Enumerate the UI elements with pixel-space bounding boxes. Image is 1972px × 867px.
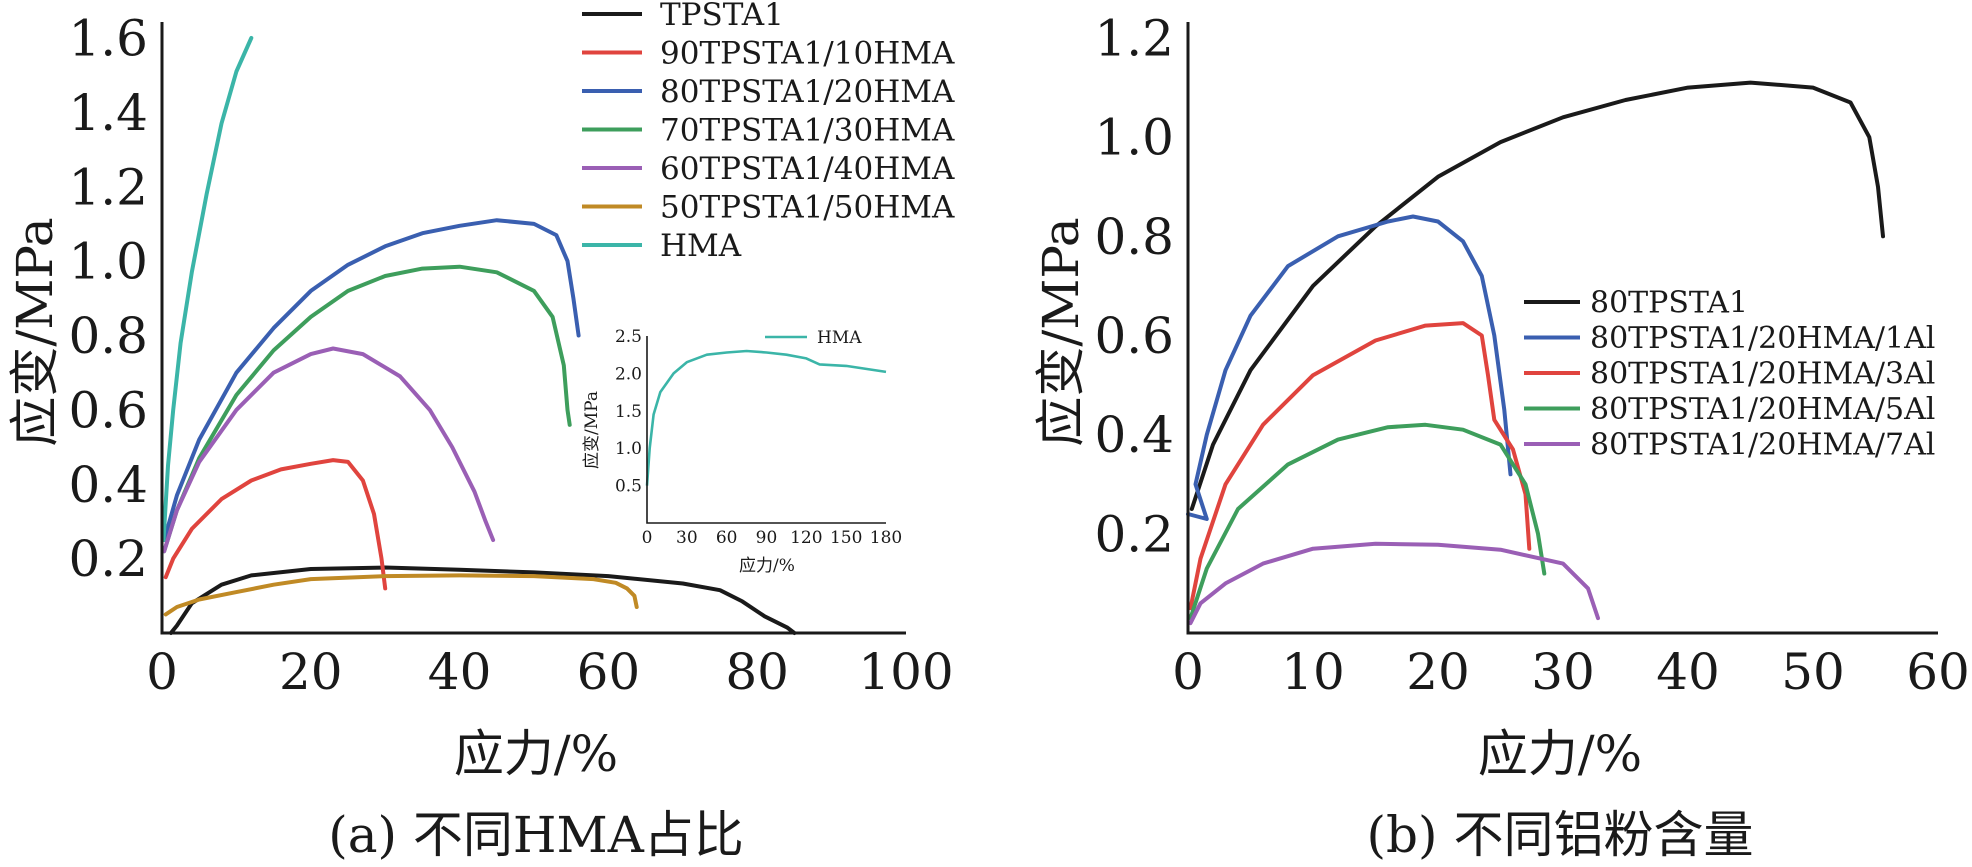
chart-a-legend-label-60tpsta1-40hma: 60TPSTA1/40HMA — [660, 151, 955, 187]
chart-a-legend-label-tpsta1: TPSTA1 — [660, 0, 784, 33]
chart-b-y-tick-1-2: 1.2 — [1094, 10, 1174, 68]
chart-b-legend-label-80tpsta1-20hma-7al: 80TPSTA1/20HMA/7Al — [1590, 428, 1935, 463]
inset-y-tick-labels: 0.5 1.0 1.5 2.0 2.5 — [615, 327, 642, 497]
chart-a-series-layer — [161, 36, 797, 635]
inset-x-axis-label: 应力/% — [739, 556, 795, 576]
chart-a-x-tick-40: 40 — [428, 643, 492, 701]
chart-a-legend-label-50tpsta1-50hma: 50TPSTA1/50HMA — [660, 189, 955, 225]
chart-b-x-tick-10: 10 — [1281, 643, 1345, 701]
chart-b-x-tick-30: 30 — [1531, 643, 1595, 701]
chart-b-legend-label-80tpsta1-20hma-1al: 80TPSTA1/20HMA/1Al — [1590, 321, 1935, 356]
chart-b-axes — [1186, 22, 1938, 635]
chart-b-series-layer — [1186, 80, 1885, 626]
chart-a: 0.2 0.4 0.6 0.8 1.0 1.2 1.4 1.6 0 20 40 60 80 100 应力… — [6, 0, 955, 783]
chart-a-y-tick-0-4: 0.4 — [68, 456, 148, 514]
chart-b-x-axis-label: 应力/% — [1478, 725, 1642, 783]
chart-a-x-tick-20: 20 — [279, 643, 343, 701]
inset-x-tick-150: 150 — [830, 528, 862, 548]
chart-a-legend-label-90tpsta1-10hma: 90TPSTA1/10HMA — [660, 35, 955, 71]
chart-a-y-tick-1-6: 1.6 — [68, 10, 148, 68]
inset-y-tick-1-0: 1.0 — [615, 439, 642, 459]
chart-a-axes — [160, 22, 906, 635]
chart-a-series-90tpsta1-10hma — [163, 458, 388, 591]
inset-x-tick-30: 30 — [676, 528, 698, 548]
chart-b-y-tick-0-4: 0.4 — [1094, 406, 1174, 464]
caption-b: (b) 不同铝粉含量 — [1367, 806, 1754, 864]
chart-a-legend: TPSTA190TPSTA1/10HMA80TPSTA1/20HMA70TPST… — [582, 0, 955, 264]
inset-series-hma — [645, 349, 887, 486]
chart-a-y-tick-labels: 0.2 0.4 0.6 0.8 1.0 1.2 1.4 1.6 — [68, 10, 148, 589]
inset-x-tick-0: 0 — [642, 528, 653, 548]
chart-a-series-80tpsta1-20hma — [162, 218, 581, 542]
chart-a-x-tick-60: 60 — [577, 643, 641, 701]
chart-b-y-tick-labels: 0.2 0.4 0.6 0.8 1.0 1.2 — [1094, 10, 1174, 564]
inset-y-axis-label: 应变/MPa — [582, 391, 602, 469]
inset-legend: HMA — [765, 328, 862, 348]
inset-series-layer — [645, 349, 887, 486]
chart-b-x-tick-60: 60 — [1906, 643, 1970, 701]
chart-a-y-tick-0-6: 0.6 — [68, 381, 148, 439]
chart-a-y-tick-1-2: 1.2 — [68, 158, 148, 216]
inset-y-tick-0-5: 0.5 — [615, 477, 642, 497]
inset-x-tick-labels: 0 30 60 90 120 150 180 — [642, 528, 903, 548]
chart-b-legend-label-80tpsta1: 80TPSTA1 — [1590, 286, 1748, 321]
inset-x-tick-180: 180 — [870, 528, 902, 548]
chart-a-y-axis-label: 应变/MPa — [6, 217, 64, 446]
inset-x-tick-90: 90 — [756, 528, 778, 548]
chart-a-series-70tpsta1-30hma — [162, 264, 572, 554]
chart-a-series-hma — [161, 36, 254, 542]
inset-y-tick-1-5: 1.5 — [615, 402, 642, 422]
chart-a-legend-label-70tpsta1-30hma: 70TPSTA1/30HMA — [660, 112, 955, 148]
chart-a-legend-label-80tpsta1-20hma: 80TPSTA1/20HMA — [660, 74, 955, 110]
chart-b-series-80tpsta1-20hma-1al — [1186, 214, 1513, 521]
chart-a-inset: 0.5 1.0 1.5 2.0 2.5 0 30 60 90 120 150 180 应力/% 应变… — [582, 327, 902, 576]
chart-b-x-tick-0: 0 — [1172, 643, 1204, 701]
chart-b-series-80tpsta1-20hma-3al — [1188, 321, 1532, 611]
chart-a-x-tick-labels: 0 20 40 60 80 100 — [146, 643, 954, 701]
chart-a-x-tick-100: 100 — [858, 643, 953, 701]
chart-a-series-tpsta1 — [168, 565, 797, 635]
inset-y-tick-2-0: 2.0 — [615, 364, 642, 384]
chart-b-y-tick-1-0: 1.0 — [1094, 109, 1174, 167]
chart-b-y-tick-0-6: 0.6 — [1094, 307, 1174, 365]
chart-a-series-50tpsta1-50hma — [163, 573, 639, 617]
chart-b-y-tick-0-2: 0.2 — [1094, 505, 1174, 563]
chart-b-x-tick-50: 50 — [1781, 643, 1845, 701]
inset-legend-label-hma: HMA — [817, 328, 862, 348]
chart-b-legend: 80TPSTA180TPSTA1/20HMA/1Al80TPSTA1/20HMA… — [1524, 286, 1935, 463]
chart-a-y-tick-1-0: 1.0 — [68, 233, 148, 291]
chart-b-legend-label-80tpsta1-20hma-5al: 80TPSTA1/20HMA/5Al — [1590, 392, 1935, 427]
chart-b-series-80tpsta1-20hma-7al — [1188, 541, 1600, 626]
chart-a-x-tick-80: 80 — [725, 643, 789, 701]
chart-a-x-tick-0: 0 — [146, 643, 178, 701]
inset-y-tick-2-5: 2.5 — [615, 327, 642, 347]
chart-b-x-tick-40: 40 — [1656, 643, 1720, 701]
chart-b-legend-label-80tpsta1-20hma-3al: 80TPSTA1/20HMA/3Al — [1590, 357, 1935, 392]
chart-b: 0.2 0.4 0.6 0.8 1.0 1.2 0 10 20 30 40 50 60 应力/% 应变… — [1032, 10, 1970, 784]
chart-a-legend-label-hma: HMA — [660, 228, 742, 264]
chart-b-y-tick-0-8: 0.8 — [1094, 208, 1174, 266]
inset-axes — [646, 336, 886, 524]
caption-a: (a) 不同HMA占比 — [328, 806, 744, 864]
chart-a-y-tick-0-2: 0.2 — [68, 530, 148, 588]
chart-b-y-axis-label: 应变/MPa — [1032, 217, 1090, 446]
chart-b-x-tick-labels: 0 10 20 30 40 50 60 — [1172, 643, 1970, 701]
chart-a-y-tick-1-4: 1.4 — [68, 84, 148, 142]
chart-b-series-80tpsta1 — [1189, 80, 1885, 511]
inset-x-tick-60: 60 — [716, 528, 738, 548]
chart-b-series-80tpsta1-20hma-5al — [1188, 422, 1547, 621]
chart-b-x-tick-20: 20 — [1406, 643, 1470, 701]
chart-a-series-60tpsta1-40hma — [162, 346, 496, 554]
inset-x-tick-120: 120 — [790, 528, 822, 548]
chart-a-y-tick-0-8: 0.8 — [68, 307, 148, 365]
chart-a-x-axis-label: 应力/% — [454, 725, 618, 783]
